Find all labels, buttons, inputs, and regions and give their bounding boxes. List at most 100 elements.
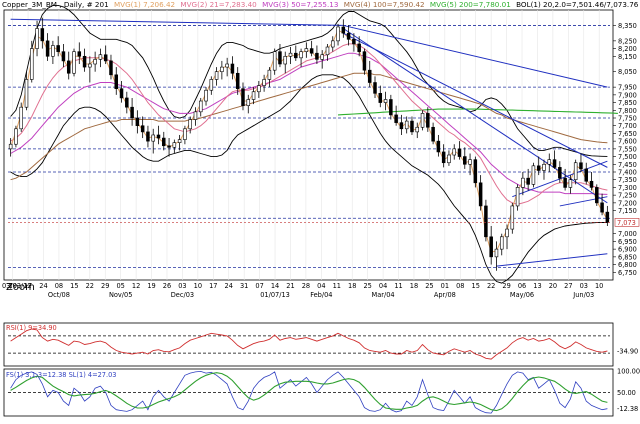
y-tick-label: 8,250 [618,37,637,45]
price-candle [125,91,129,114]
candle-body-down [114,74,119,89]
price-candle [373,76,377,98]
zoom-label[interactable]: Zoom [6,282,35,293]
price-candle [257,80,261,98]
price-candle [325,43,330,61]
price-candle [193,107,198,126]
candle-body-down [357,43,361,52]
x-day-label: 10 [595,282,603,290]
price-candle [447,150,451,166]
stoch-panel-frame [3,368,614,417]
x-day-label: 24 [39,282,47,290]
price-candle [135,110,140,134]
x-day-label: 04 [317,282,325,290]
price-candle [415,122,420,139]
price-candle [93,51,97,72]
candle-body-down [119,88,124,99]
price-candle [457,141,462,160]
price-candle [404,116,409,134]
price-candles [8,17,610,271]
price-candle [35,20,39,57]
price-candle [505,224,509,250]
candle-body-up [283,55,287,65]
candle-body-up [214,71,219,80]
price-candle [558,161,562,183]
price-candle [521,172,525,196]
candle-body-down [362,51,367,71]
candle-body-down [563,177,567,188]
x-month-label: Nov/05 [109,291,132,299]
header-ma2: MVG(2) 21=7,283.40 [180,0,257,9]
current-price-label: 7,073 [617,219,636,227]
price-candle [357,36,361,57]
price-candle [262,74,266,92]
y-tick-label: 7,150 [618,207,637,215]
header-ma4: MVG(4) 100=7,590.42 [344,0,425,9]
x-day-label: 29 [502,282,510,290]
y-tick-label: 7,850 [618,99,637,107]
y-tick-label: 8,350 [618,22,637,30]
price-candle [536,156,541,176]
price-candle [77,42,82,64]
x-day-label: 31 [240,282,248,290]
price-candle [103,45,108,64]
candle-body-down [536,165,541,171]
current-price-tag [614,218,640,227]
candle-body-up [257,85,261,93]
price-candle [267,67,272,88]
candle-body-down [378,93,383,103]
price-candle [167,138,171,157]
rsi-panel: RSI(1) 9=34.90 -34.90 [6,324,638,360]
candle-body-up [204,89,208,102]
price-candle [315,45,319,64]
x-day-label: 10 [194,282,202,290]
candle-body-down [309,48,314,54]
x-day-label: 22 [86,282,94,290]
candle-body-up [262,79,266,86]
candle-body-down [230,63,235,74]
candle-body-up [35,28,39,49]
price-candle [579,153,583,172]
candle-body-up [505,228,509,238]
candle-body-up [336,26,340,42]
candle-body-up [547,159,552,165]
x-month-label: Apr/08 [434,291,456,299]
y-tick-label: 7,700 [618,122,637,130]
chart-header: Copper_3M_BM , Daily, # 201 MVG(1) 7,206… [2,0,639,9]
candle-body-up [220,66,224,73]
candle-body-up [72,51,76,74]
x-day-label: 19 [147,282,155,290]
candle-body-up [98,54,103,60]
candle-body-down [125,97,129,108]
stoch-fast-line [10,370,608,414]
candle-body-down [103,54,108,62]
candle-body-down [600,202,604,213]
x-month-label: 01/07/13 [260,291,290,299]
candle-body-down [478,182,483,207]
x-day-label: 15 [70,282,78,290]
price-candle [24,71,29,111]
candle-body-down [140,125,145,133]
candle-body-up [267,69,272,80]
price-candle [14,125,18,148]
y-tick-label: 6,750 [618,269,637,277]
price-candle [494,241,499,271]
stochastic-panel: FS(1) 3,1,3=12.38 SL(1) 4=27.03 100.00 50.… [6,368,640,414]
ma5-line [337,108,618,116]
price-candle [230,56,235,80]
candle-body-up [183,128,187,140]
candle-body-down [61,51,66,62]
candle-body-down [394,114,398,123]
candle-body-up [14,128,18,145]
trendline [559,196,608,207]
price-candle [383,91,388,111]
price-candle [40,17,45,49]
candle-body-up [272,51,277,71]
price-candle [394,105,398,126]
candle-body-down [589,180,594,188]
candle-body-up [447,154,451,164]
x-day-label: 18 [348,282,356,290]
